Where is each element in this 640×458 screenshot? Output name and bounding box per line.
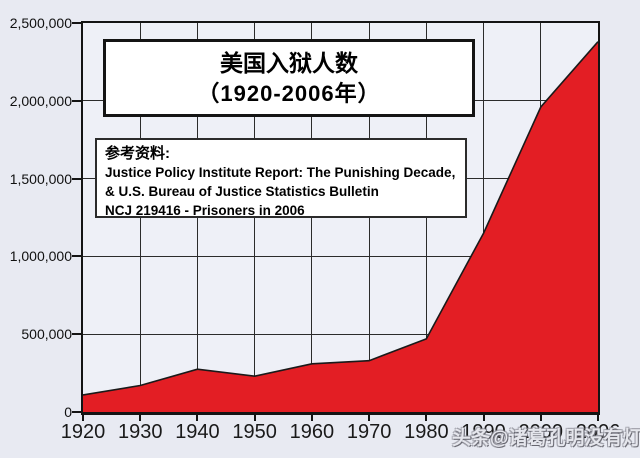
x-tick-label: 1930 <box>117 421 163 443</box>
x-tick <box>196 415 199 421</box>
chart-subtitle: （1920-2006年） <box>197 81 381 106</box>
reference-line: NCJ 219416 - Prisoners in 2006 <box>105 203 305 218</box>
x-tick-label: 2000 <box>518 421 564 443</box>
y-tick <box>72 333 81 336</box>
y-tick <box>72 255 81 258</box>
x-tick <box>310 415 313 421</box>
x-tick <box>539 415 542 421</box>
x-tick-label: 1990 <box>461 421 506 443</box>
incarceration-line-series <box>83 41 598 396</box>
x-tick <box>368 415 371 421</box>
y-tick-label: 500,000 <box>21 326 72 343</box>
x-tick <box>253 415 256 421</box>
chart-title-box: 美国入狱人数 （1920-2006年） <box>103 39 475 117</box>
x-tick <box>482 415 485 421</box>
y-tick-label: 0 <box>64 404 72 420</box>
incarceration-area-series <box>83 41 598 412</box>
incarceration-area-chart <box>83 41 598 412</box>
y-gridline <box>83 333 598 335</box>
y-tick-label: 1,000,000 <box>9 248 72 265</box>
x-tick-label: 1940 <box>175 421 220 443</box>
x-tick-label: 1950 <box>232 421 277 443</box>
watermark-text: 头条@诸葛孔明没有灯 <box>452 428 640 449</box>
y-tick <box>72 99 81 102</box>
x-tick <box>425 415 428 421</box>
x-tick-label: 1920 <box>60 421 106 443</box>
y-tick-label: 2,500,000 <box>9 15 72 31</box>
x-tick <box>597 415 599 421</box>
reference-line: & U.S. Bureau of Justice Statistics Bull… <box>105 184 379 199</box>
x-tick-label: 1980 <box>404 421 449 443</box>
x-tick-label: 2006 <box>575 421 621 443</box>
x-tick-label: 1970 <box>346 421 392 443</box>
x-tick <box>82 415 84 421</box>
y-tick-label: 2,000,000 <box>9 92 72 109</box>
y-gridline <box>83 255 598 257</box>
y-tick-label: 1,500,000 <box>9 170 72 187</box>
reference-line: Justice Policy Institute Report: The Pun… <box>105 165 456 180</box>
x-tick <box>139 415 142 421</box>
y-tick <box>72 177 81 180</box>
y-tick <box>72 411 81 413</box>
chart-title: 美国入狱人数 <box>220 50 358 76</box>
x-gridline <box>483 23 485 412</box>
reference-heading: 参考资料: <box>105 145 170 162</box>
x-tick-label: 1960 <box>289 421 335 443</box>
y-tick <box>72 22 81 24</box>
reference-box: 参考资料: Justice Policy Institute Report: T… <box>95 138 467 218</box>
